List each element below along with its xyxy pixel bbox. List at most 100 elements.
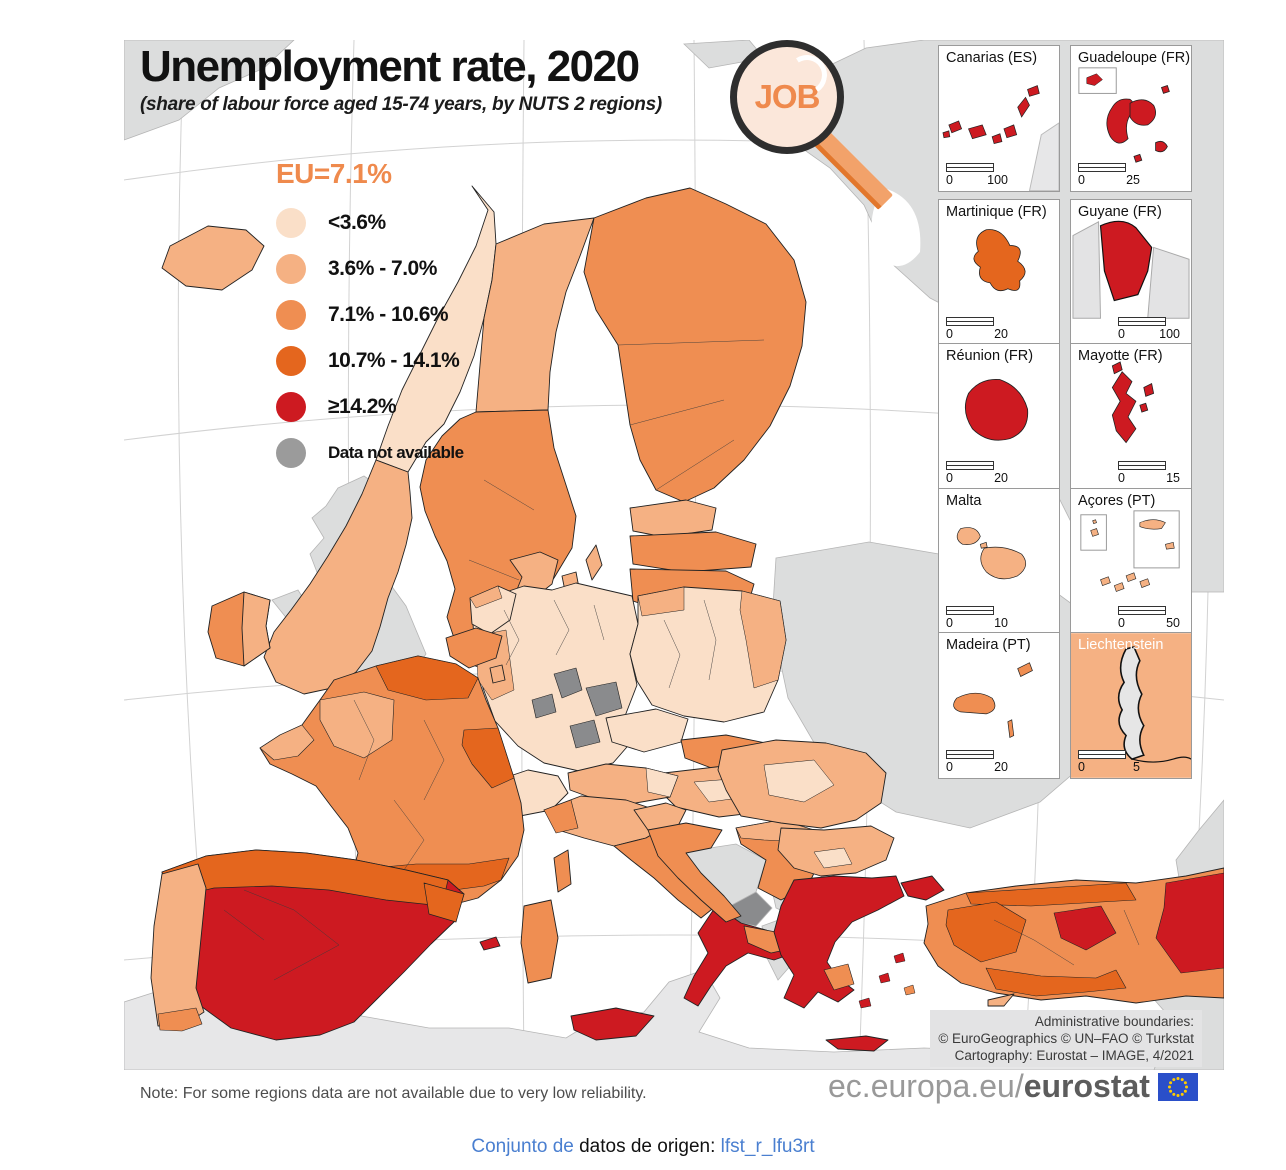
region-bulgaria-southwest [813,847,853,869]
region-sardinia [520,899,559,984]
attribution-text: Administrative boundaries: © EuroGeograp… [930,1010,1202,1067]
martinique-map [973,229,1026,292]
legend-item: ≥14.2% [276,384,464,430]
region-france-centre [319,691,395,759]
region-latvia [629,531,757,573]
eu-regions [150,185,1224,1052]
inset-title: Guadeloupe (FR) [1078,50,1191,66]
nuts-region-lines [223,339,1140,981]
inset-title: Canarias (ES) [946,50,1038,66]
legend-item: 3.6% - 7.0% [276,246,464,292]
caption-static-text: datos de origen: [573,1136,721,1157]
region-algarve [157,1007,203,1032]
eurostat-url-bold: eurostat [1023,1068,1150,1104]
region-poland-east [739,590,787,689]
map-legend: EU=7.1% <3.6% 3.6% - 7.0% 7.1% - 10.6% 1… [276,158,464,476]
region-peloponnese-west [823,963,855,991]
region-austria-east [645,767,679,798]
scale-bar: 0 15 [1118,461,1184,485]
region-brittany [259,724,315,761]
region-turkey-thrace [900,875,945,901]
legend-item: 10.7% - 14.1% [276,338,464,384]
caption-prefix-link[interactable]: Conjunto de [471,1136,574,1157]
inset-canarias: Canarias (ES) 0 100 [938,45,1060,192]
region-balearics [479,936,501,951]
scale-bar: 0 50 [1118,606,1184,630]
scale-bar: 0 20 [946,461,1012,485]
region-catalonia [423,882,465,923]
legend-swatch-class2 [276,254,306,284]
region-greenland-edge [124,40,295,141]
inset-reunion: Réunion (FR) 0 20 [938,343,1060,490]
region-corsica [553,849,572,893]
page-subtitle: (share of labour force aged 15-74 years,… [140,94,662,116]
legend-item: <3.6% [276,200,464,246]
scale-bar: 0 20 [946,750,1012,774]
region-netherlands-north [469,585,503,609]
region-estonia [629,499,717,538]
legend-label-class4: 10.7% - 14.1% [328,349,460,372]
eu-flag-icon [1157,1072,1198,1101]
region-iceland [161,225,265,291]
inset-title: Açores (PT) [1078,493,1156,509]
region-turkey-north [965,882,1137,907]
guyane-map [1072,220,1190,319]
liechtenstein-map [1071,633,1191,778]
legend-swatch-class1 [276,208,306,238]
inset-title: Mayotte (FR) [1078,348,1163,364]
region-sicilia [570,1007,655,1041]
title-block: Unemployment rate, 2020 (share of labour… [140,42,662,116]
germany-no-data-patches [531,667,623,749]
guadeloupe-map [1078,67,1170,163]
region-romania-centre [763,759,835,803]
region-sweden-north [475,217,595,413]
scale-bar: 0 100 [1118,317,1184,341]
region-france-north [375,655,479,701]
inset-mayotte: Mayotte (FR) 0 15 [1070,343,1192,490]
dataset-code-link[interactable]: lfst_r_lfu3rt [720,1136,815,1157]
legend-swatch-class3 [276,300,306,330]
legend-item: 7.1% - 10.6% [276,292,464,338]
region-belgium [445,627,503,669]
region-crete [825,1035,889,1052]
legend-swatch-no-data [276,438,306,468]
malta-map [956,527,1027,580]
legend-swatch-class5 [276,392,306,422]
region-ireland-east [241,591,271,667]
inset-madeira: Madeira (PT) 0 20 [938,632,1060,779]
region-turkey-east [1155,872,1224,974]
region-turkey-west [945,901,1027,963]
madeira-map [953,662,1033,738]
inset-title: Liechtenstein [1078,637,1164,653]
reunion-map [964,378,1029,441]
source-dataset-caption: Conjunto de datos de origen: lfst_r_lfu3… [0,1136,1286,1158]
inset-malta: Malta 0 10 [938,488,1060,635]
inset-martinique: Martinique (FR) 0 20 [938,199,1060,346]
footnote: Note: For some regions data are not avai… [140,1085,647,1102]
inset-title: Guyane (FR) [1078,204,1162,220]
eurostat-url-prefix: ec.europa.eu/ [828,1068,1024,1104]
region-france-east [461,727,515,789]
inset-title: Malta [946,493,982,509]
attribution-line3: Cartography: Eurostat – IMAGE, 4/2021 [954,1048,1194,1063]
inset-acores: Açores (PT) 0 50 [1070,488,1192,635]
legend-label-class2: 3.6% - 7.0% [328,257,437,280]
inset-title: Martinique (FR) [946,204,1047,220]
legend-label-class5: ≥14.2% [328,395,397,418]
legend-label-class1: <3.6% [328,211,386,234]
map-canvas: Unemployment rate, 2020 (share of labour… [124,40,1224,1070]
scale-bar: 0 25 [1078,163,1144,187]
region-gotland [585,544,603,581]
region-turkey-south [985,967,1127,997]
page-title: Unemployment rate, 2020 [140,42,640,91]
attribution-line1: Administrative boundaries: [1034,1014,1194,1029]
region-croatia [647,822,742,923]
region-finland [583,187,807,503]
legend-item: Data not available [276,430,464,476]
canarias-map [942,85,1059,191]
region-cyprus [987,993,1015,1007]
eu-average-label: EU=7.1% [276,158,392,189]
